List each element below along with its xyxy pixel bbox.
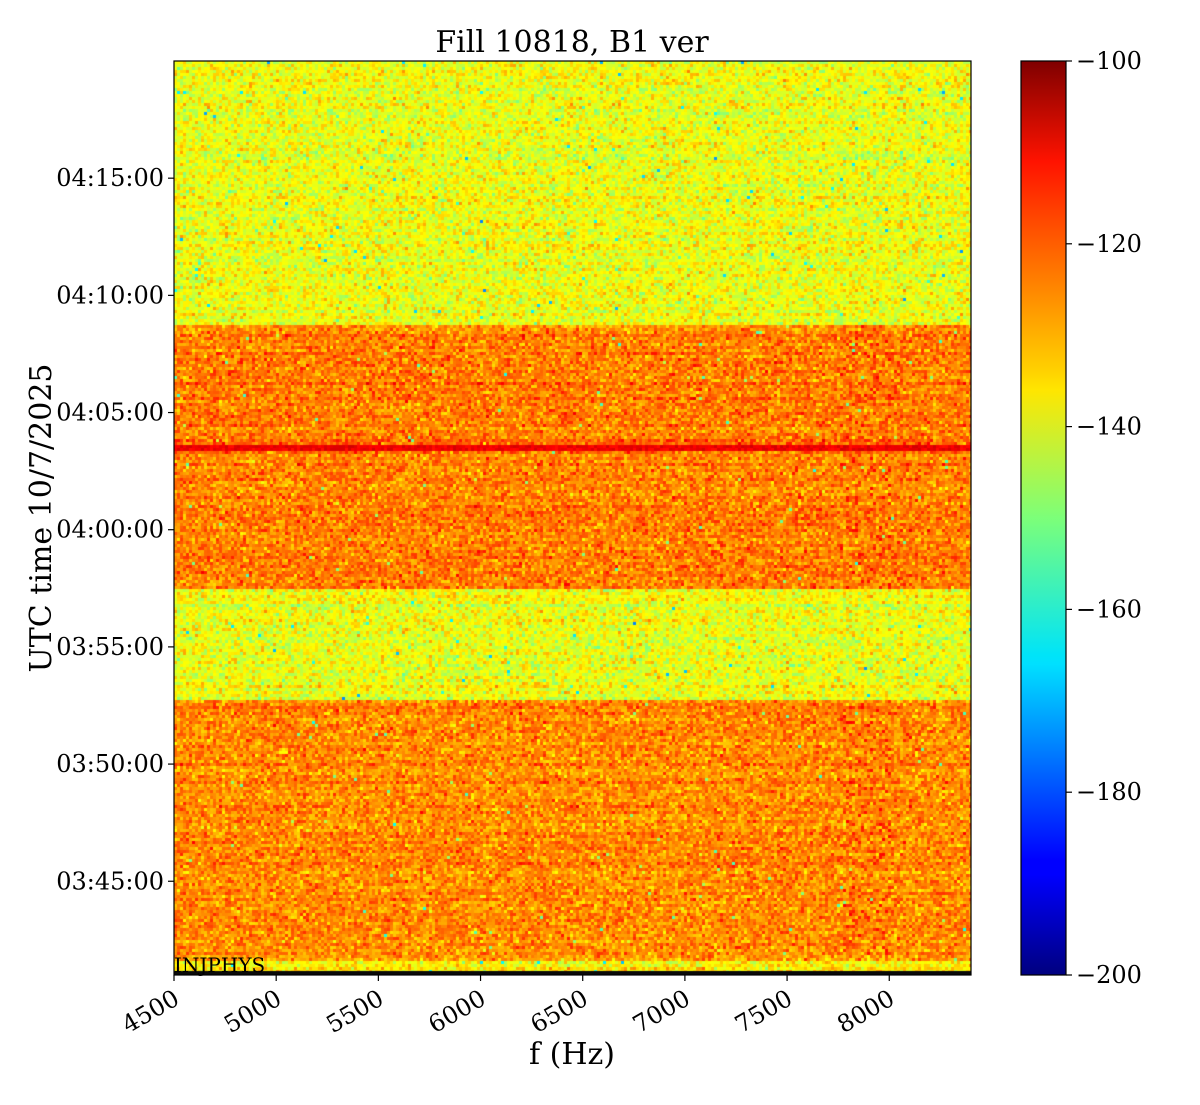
chart-title: Fill 10818, B1 ver <box>435 25 709 60</box>
x-tick-label: 4500 <box>117 984 184 1039</box>
colorbar-tick-label: −100 <box>1076 47 1142 75</box>
colorbar-tick-label: −120 <box>1076 230 1142 258</box>
x-axis-label: f (Hz) <box>529 1037 615 1072</box>
colorbar-tick-label: −200 <box>1076 961 1142 989</box>
y-tick-label: 03:55:00 <box>56 633 164 661</box>
x-tick-label: 5500 <box>321 984 388 1039</box>
y-axis-label: UTC time 10/7/2025 <box>24 364 59 673</box>
x-tick-label: 5000 <box>219 984 286 1039</box>
x-tick-label: 6000 <box>424 984 491 1039</box>
colorbar-tick-label: −160 <box>1076 595 1142 623</box>
x-tick-label: 6500 <box>526 984 593 1039</box>
plot-frame <box>173 60 972 976</box>
x-tick-label: 7500 <box>730 984 797 1039</box>
colorbar-gradient <box>1020 60 1067 976</box>
x-axis: 4500 5000 5500 6000 6500 7000 7500 8000 <box>117 975 899 1039</box>
y-tick-label: 04:15:00 <box>56 164 164 192</box>
annotation-label: INJPHYS <box>174 953 265 977</box>
y-tick-label: 03:50:00 <box>56 750 164 778</box>
colorbar-tick-label: −140 <box>1076 413 1142 441</box>
y-tick-label: 04:05:00 <box>56 399 164 427</box>
y-tick-label: 03:45:00 <box>56 867 164 895</box>
colorbar-ticks: −100 −120 −140 −160 −180 −200 <box>1066 47 1142 989</box>
y-axis: 03:45:00 03:50:00 03:55:00 04:00:00 04:05:00… <box>56 164 174 895</box>
colorbar: −100 −120 −140 −160 −180 −200 <box>1020 47 1142 989</box>
y-tick-label: 04:00:00 <box>56 516 164 544</box>
heatmap-image <box>174 61 971 975</box>
x-tick-label: 8000 <box>832 984 899 1039</box>
y-tick-label: 04:10:00 <box>56 281 164 309</box>
x-tick-label: 7000 <box>628 984 695 1039</box>
colorbar-tick-label: −180 <box>1076 778 1142 806</box>
